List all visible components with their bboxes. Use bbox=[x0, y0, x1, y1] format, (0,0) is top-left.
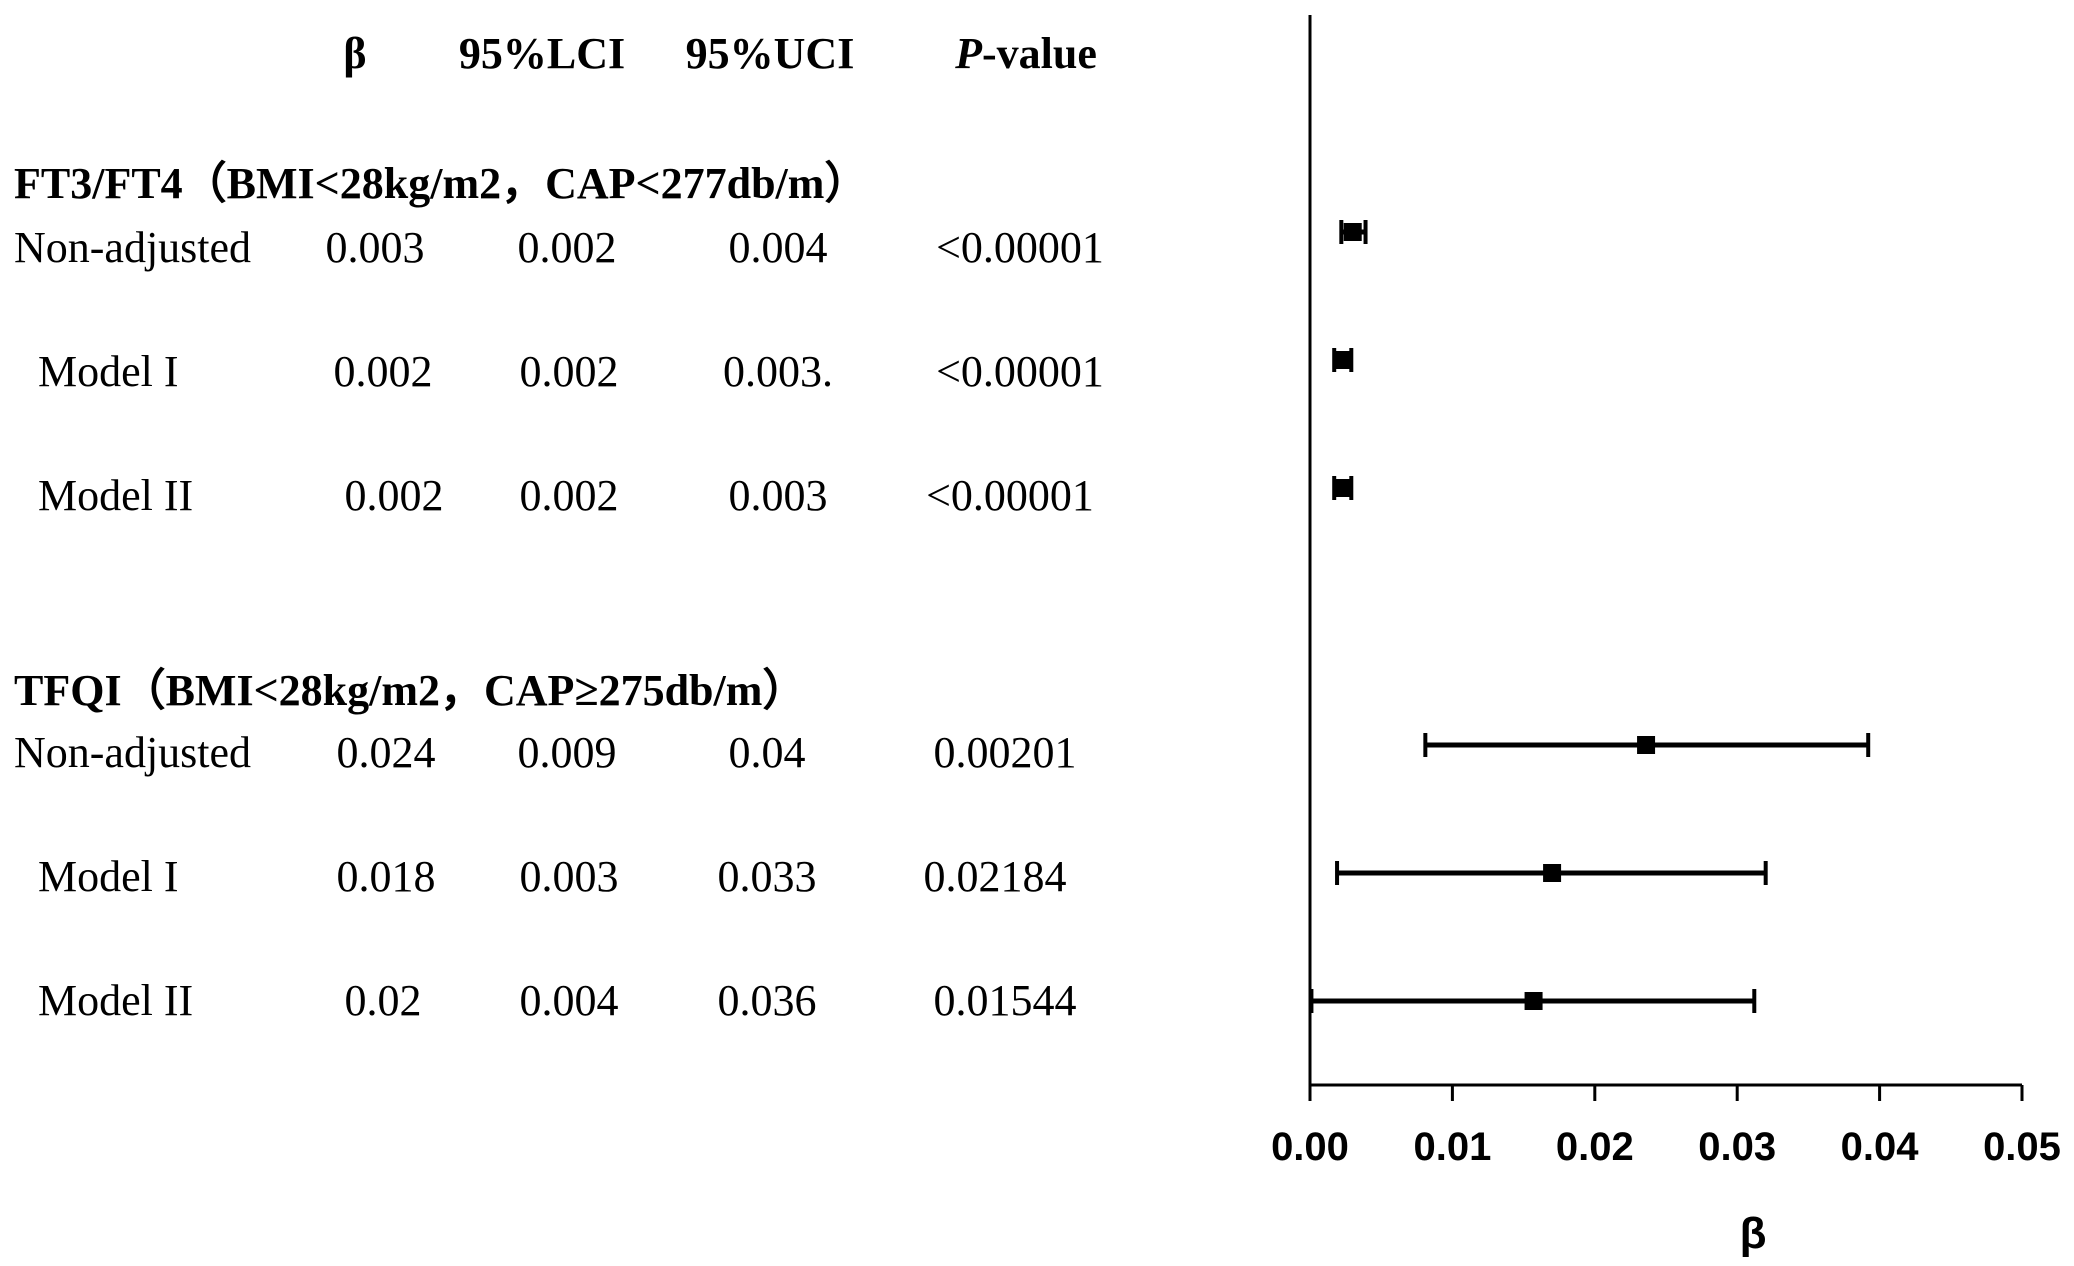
beta-point bbox=[1524, 992, 1543, 1010]
beta-point bbox=[1637, 736, 1656, 754]
lci-value: 0.002 bbox=[520, 347, 619, 396]
x-tick-label: 0.00 bbox=[1271, 1125, 1349, 1169]
header-p-value: P-value bbox=[954, 29, 1097, 78]
x-axis-label: β bbox=[1740, 1209, 1767, 1258]
uci-value: 0.003 bbox=[729, 471, 828, 520]
beta-value: 0.024 bbox=[337, 728, 436, 777]
beta-point bbox=[1543, 864, 1562, 882]
x-tick-label: 0.01 bbox=[1413, 1125, 1491, 1169]
p-value: <0.00001 bbox=[926, 471, 1094, 520]
group-title: FT3/FT4（BMI<28kg/m2，CAP<277db/m） bbox=[14, 159, 868, 208]
row-label: Model I bbox=[38, 852, 179, 901]
x-tick-label: 0.02 bbox=[1556, 1125, 1634, 1169]
uci-value: 0.036 bbox=[718, 976, 817, 1025]
beta-value: 0.003 bbox=[326, 223, 425, 272]
group-title: TFQI（BMI<28kg/m2，CAP≥275db/m） bbox=[14, 666, 806, 715]
header-lci: 95%LCI bbox=[459, 29, 625, 78]
uci-value: 0.04 bbox=[729, 728, 806, 777]
p-value: 0.00201 bbox=[934, 728, 1077, 777]
lci-value: 0.004 bbox=[520, 976, 619, 1025]
lci-value: 0.003 bbox=[520, 852, 619, 901]
uci-value: 0.004 bbox=[729, 223, 828, 272]
beta-point bbox=[1343, 223, 1362, 241]
beta-point bbox=[1333, 479, 1352, 497]
header-uci: 95%UCI bbox=[686, 29, 855, 78]
lci-value: 0.009 bbox=[518, 728, 617, 777]
row-label: Non-adjusted bbox=[14, 728, 251, 777]
uci-value: 0.003. bbox=[723, 347, 833, 396]
beta-value: 0.02 bbox=[345, 976, 422, 1025]
beta-value: 0.002 bbox=[345, 471, 444, 520]
beta-point bbox=[1333, 351, 1352, 369]
row-label: Model II bbox=[38, 471, 193, 520]
beta-value: 0.018 bbox=[337, 852, 436, 901]
row-label: Non-adjusted bbox=[14, 223, 251, 272]
p-value: 0.02184 bbox=[924, 852, 1067, 901]
p-value: 0.01544 bbox=[934, 976, 1077, 1025]
row-label: Model II bbox=[38, 976, 193, 1025]
row-label: Model I bbox=[38, 347, 179, 396]
p-value: <0.00001 bbox=[936, 223, 1104, 272]
lci-value: 0.002 bbox=[518, 223, 617, 272]
x-tick-label: 0.05 bbox=[1983, 1125, 2061, 1169]
x-tick-label: 0.04 bbox=[1841, 1125, 1920, 1169]
beta-value: 0.002 bbox=[334, 347, 433, 396]
p-value: <0.00001 bbox=[936, 347, 1104, 396]
plot-area: 0.00 0.01 0.02 0.03 0.04 0.05 bbox=[1271, 15, 2061, 1169]
x-tick-label: 0.03 bbox=[1698, 1125, 1776, 1169]
lci-value: 0.002 bbox=[520, 471, 619, 520]
uci-value: 0.033 bbox=[718, 852, 817, 901]
table-rows: FT3/FT4（BMI<28kg/m2，CAP<277db/m） Non-adju… bbox=[14, 159, 1104, 1025]
header-beta: β bbox=[343, 29, 366, 78]
